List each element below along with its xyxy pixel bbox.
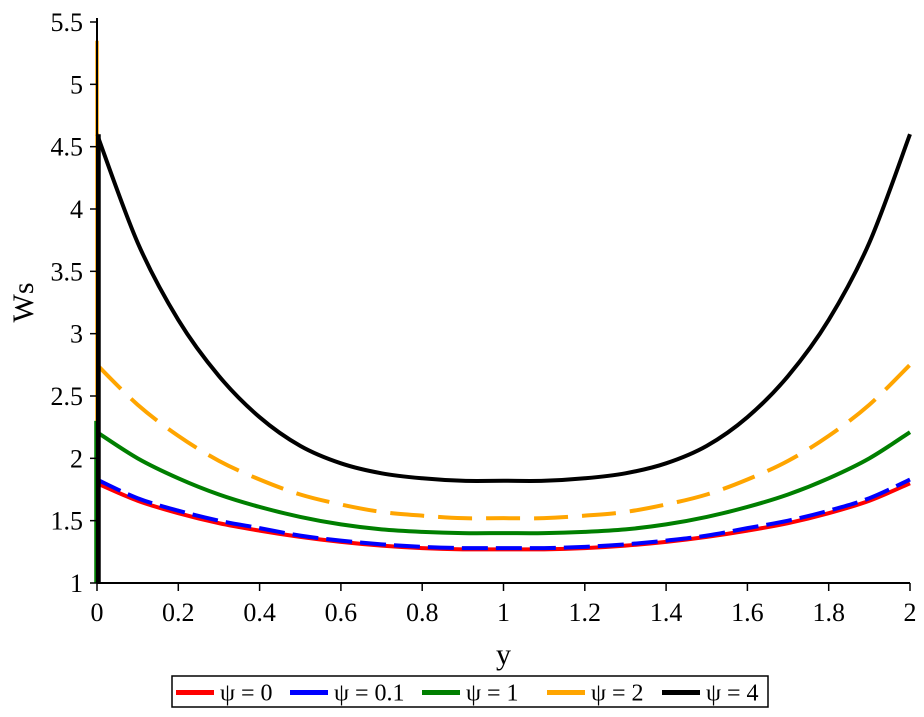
x-axis-label: y [496, 638, 511, 671]
y-tick-label: 2.5 [51, 382, 84, 411]
legend-label: ψ = 4 [706, 681, 759, 707]
y-tick-label: 3.5 [51, 257, 84, 286]
y-tick-label: 1 [70, 569, 83, 598]
legend: ψ = 0 ψ = 0.1 ψ = 1 ψ = 2 ψ = 4 [171, 675, 769, 708]
x-tick-label: 0.6 [325, 598, 358, 627]
legend-label: ψ = 2 [591, 681, 644, 707]
axes [96, 18, 910, 584]
y-tick-label: 4 [70, 195, 83, 224]
x-tick-label: 1.6 [731, 598, 764, 627]
y-tick-label: 2 [70, 444, 83, 473]
x-tick-label: 0.4 [243, 598, 276, 627]
y-tick-label: 1.5 [51, 507, 84, 536]
x-tick-label: 0 [91, 598, 104, 627]
legend-label: ψ = 1 [466, 681, 519, 707]
x-tick-label: 1 [497, 598, 510, 627]
x-tick-label: 1.2 [569, 598, 602, 627]
y-tick-label: 5 [70, 70, 83, 99]
series-line-4 [95, 363, 912, 521]
series-line-3 [95, 430, 912, 536]
plot-lines [95, 133, 912, 552]
series-line-5 [95, 133, 912, 483]
x-tick-label: 2 [904, 598, 917, 627]
y-tick-label: 5.5 [51, 8, 84, 37]
x-tick-label: 0.2 [162, 598, 195, 627]
y-axis-ticks: 1 1.5 2 2.5 3 3.5 4 4.5 5 5.5 [51, 8, 97, 598]
legend-label: ψ = 0 [220, 681, 273, 707]
x-axis-ticks: 0 0.2 0.4 0.6 0.8 1 1.2 1.4 1.6 1.8 2 [91, 583, 917, 627]
legend-label: ψ = 0.1 [334, 681, 405, 707]
series-line-2 [96, 477, 911, 551]
y-axis-label: Ws [7, 283, 40, 323]
x-tick-label: 1.4 [650, 598, 683, 627]
y-tick-label: 3 [70, 320, 83, 349]
y-tick-label: 4.5 [51, 133, 84, 162]
x-tick-label: 0.8 [406, 598, 439, 627]
x-tick-label: 1.8 [812, 598, 845, 627]
